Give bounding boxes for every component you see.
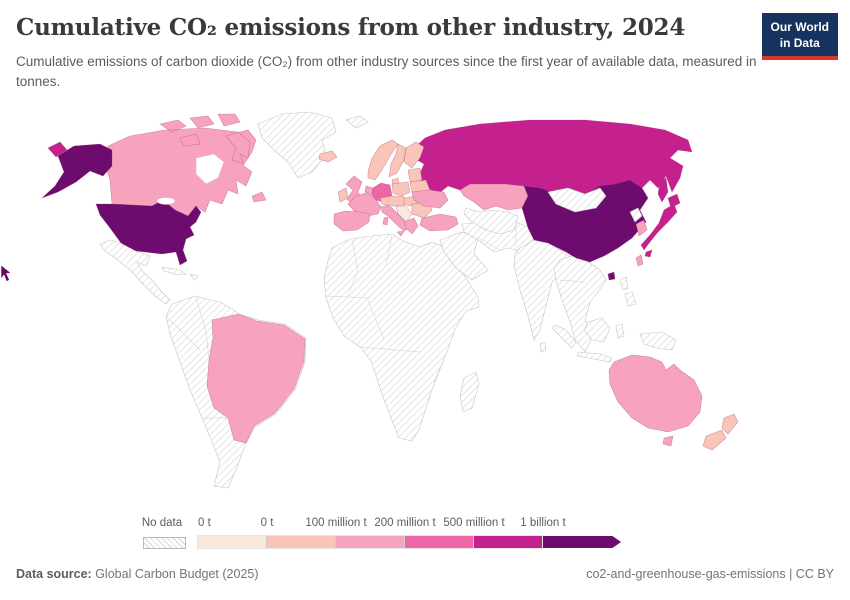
- country-mongolia[interactable]: [547, 187, 607, 213]
- country-philippines[interactable]: [619, 276, 637, 307]
- mouse-cursor-icon: [0, 264, 12, 282]
- legend-tick-label: 0 t: [198, 517, 211, 529]
- country-poland[interactable]: [391, 181, 411, 197]
- country-japan[interactable]: [640, 193, 681, 258]
- legend-band-6[interactable]: [543, 536, 621, 548]
- country-canada[interactable]: [103, 113, 267, 217]
- country-sweden[interactable]: [388, 143, 407, 178]
- legend-band-4[interactable]: [404, 535, 474, 549]
- data-source-value: Global Carbon Budget (2025): [91, 567, 259, 581]
- legend-tick-label: 500 million t: [443, 517, 505, 529]
- country-italy[interactable]: [380, 204, 411, 237]
- legend-band-2[interactable]: [266, 535, 336, 549]
- legend-band-1[interactable]: [197, 535, 267, 549]
- country-south-korea[interactable]: [635, 219, 648, 237]
- country-new-zealand[interactable]: [702, 413, 739, 451]
- country-greenland[interactable]: [257, 111, 337, 179]
- data-source: Data source: Global Carbon Budget (2025): [16, 567, 259, 581]
- country-ireland[interactable]: [337, 187, 349, 203]
- legend-no-data-swatch[interactable]: [143, 537, 186, 549]
- region-caribbean[interactable]: [161, 266, 199, 281]
- legend-tick-labels: 0 t 0 t 100 million t 200 million t 500 mill…: [0, 517, 850, 531]
- country-ukraine[interactable]: [411, 189, 449, 209]
- country-madagascar[interactable]: [459, 371, 480, 413]
- region-africa[interactable]: [323, 233, 480, 442]
- legend-band-5[interactable]: [473, 535, 543, 549]
- license-text[interactable]: co2-and-greenhouse-gas-emissions | CC BY: [586, 567, 834, 581]
- legend-tick-label: 200 million t: [374, 517, 436, 529]
- country-north-korea[interactable]: [629, 207, 643, 223]
- world-map: [0, 100, 850, 510]
- legend-tick-label: 1 billion t: [520, 517, 566, 529]
- data-source-label: Data source:: [16, 567, 92, 581]
- country-iceland[interactable]: [318, 150, 338, 163]
- country-australia[interactable]: [608, 354, 703, 447]
- region-mexico-central-america[interactable]: [99, 239, 171, 305]
- country-sri-lanka[interactable]: [539, 341, 547, 353]
- page-title: Cumulative CO₂ emissions from other indu…: [16, 14, 686, 41]
- great-lakes: [156, 197, 176, 205]
- country-taiwan[interactable]: [635, 254, 644, 267]
- region-indonesia-png[interactable]: [551, 317, 677, 363]
- country-kazakhstan[interactable]: [459, 183, 529, 211]
- owid-logo-line1: Our World: [770, 20, 829, 34]
- owid-logo-line2: in Data: [779, 35, 820, 50]
- choropleth-svg: [41, 111, 739, 489]
- country-finland[interactable]: [403, 141, 425, 169]
- region-central-asia[interactable]: [463, 207, 519, 235]
- legend-tick-label: 100 million t: [305, 517, 367, 529]
- country-turkey[interactable]: [419, 213, 459, 232]
- legend-no-data-label: No data: [141, 517, 183, 529]
- country-brazil[interactable]: [206, 313, 306, 444]
- country-norway[interactable]: [367, 139, 399, 181]
- region-balkans[interactable]: [395, 205, 413, 223]
- owid-logo[interactable]: Our World in Data: [761, 13, 838, 61]
- legend-tick-label: 0 t: [260, 517, 274, 529]
- legend-color-bar: [197, 535, 621, 549]
- region-iberia[interactable]: [333, 210, 371, 232]
- region-baltics[interactable]: [407, 167, 423, 183]
- country-united-states[interactable]: [41, 143, 202, 266]
- chart-subtitle: Cumulative emissions of carbon dioxide (…: [16, 54, 757, 90]
- legend-band-3[interactable]: [335, 535, 405, 549]
- country-greece[interactable]: [403, 217, 419, 235]
- no-data-internal-borders: [165, 222, 586, 419]
- country-svalbard[interactable]: [345, 115, 369, 129]
- hudson-bay: [195, 153, 225, 185]
